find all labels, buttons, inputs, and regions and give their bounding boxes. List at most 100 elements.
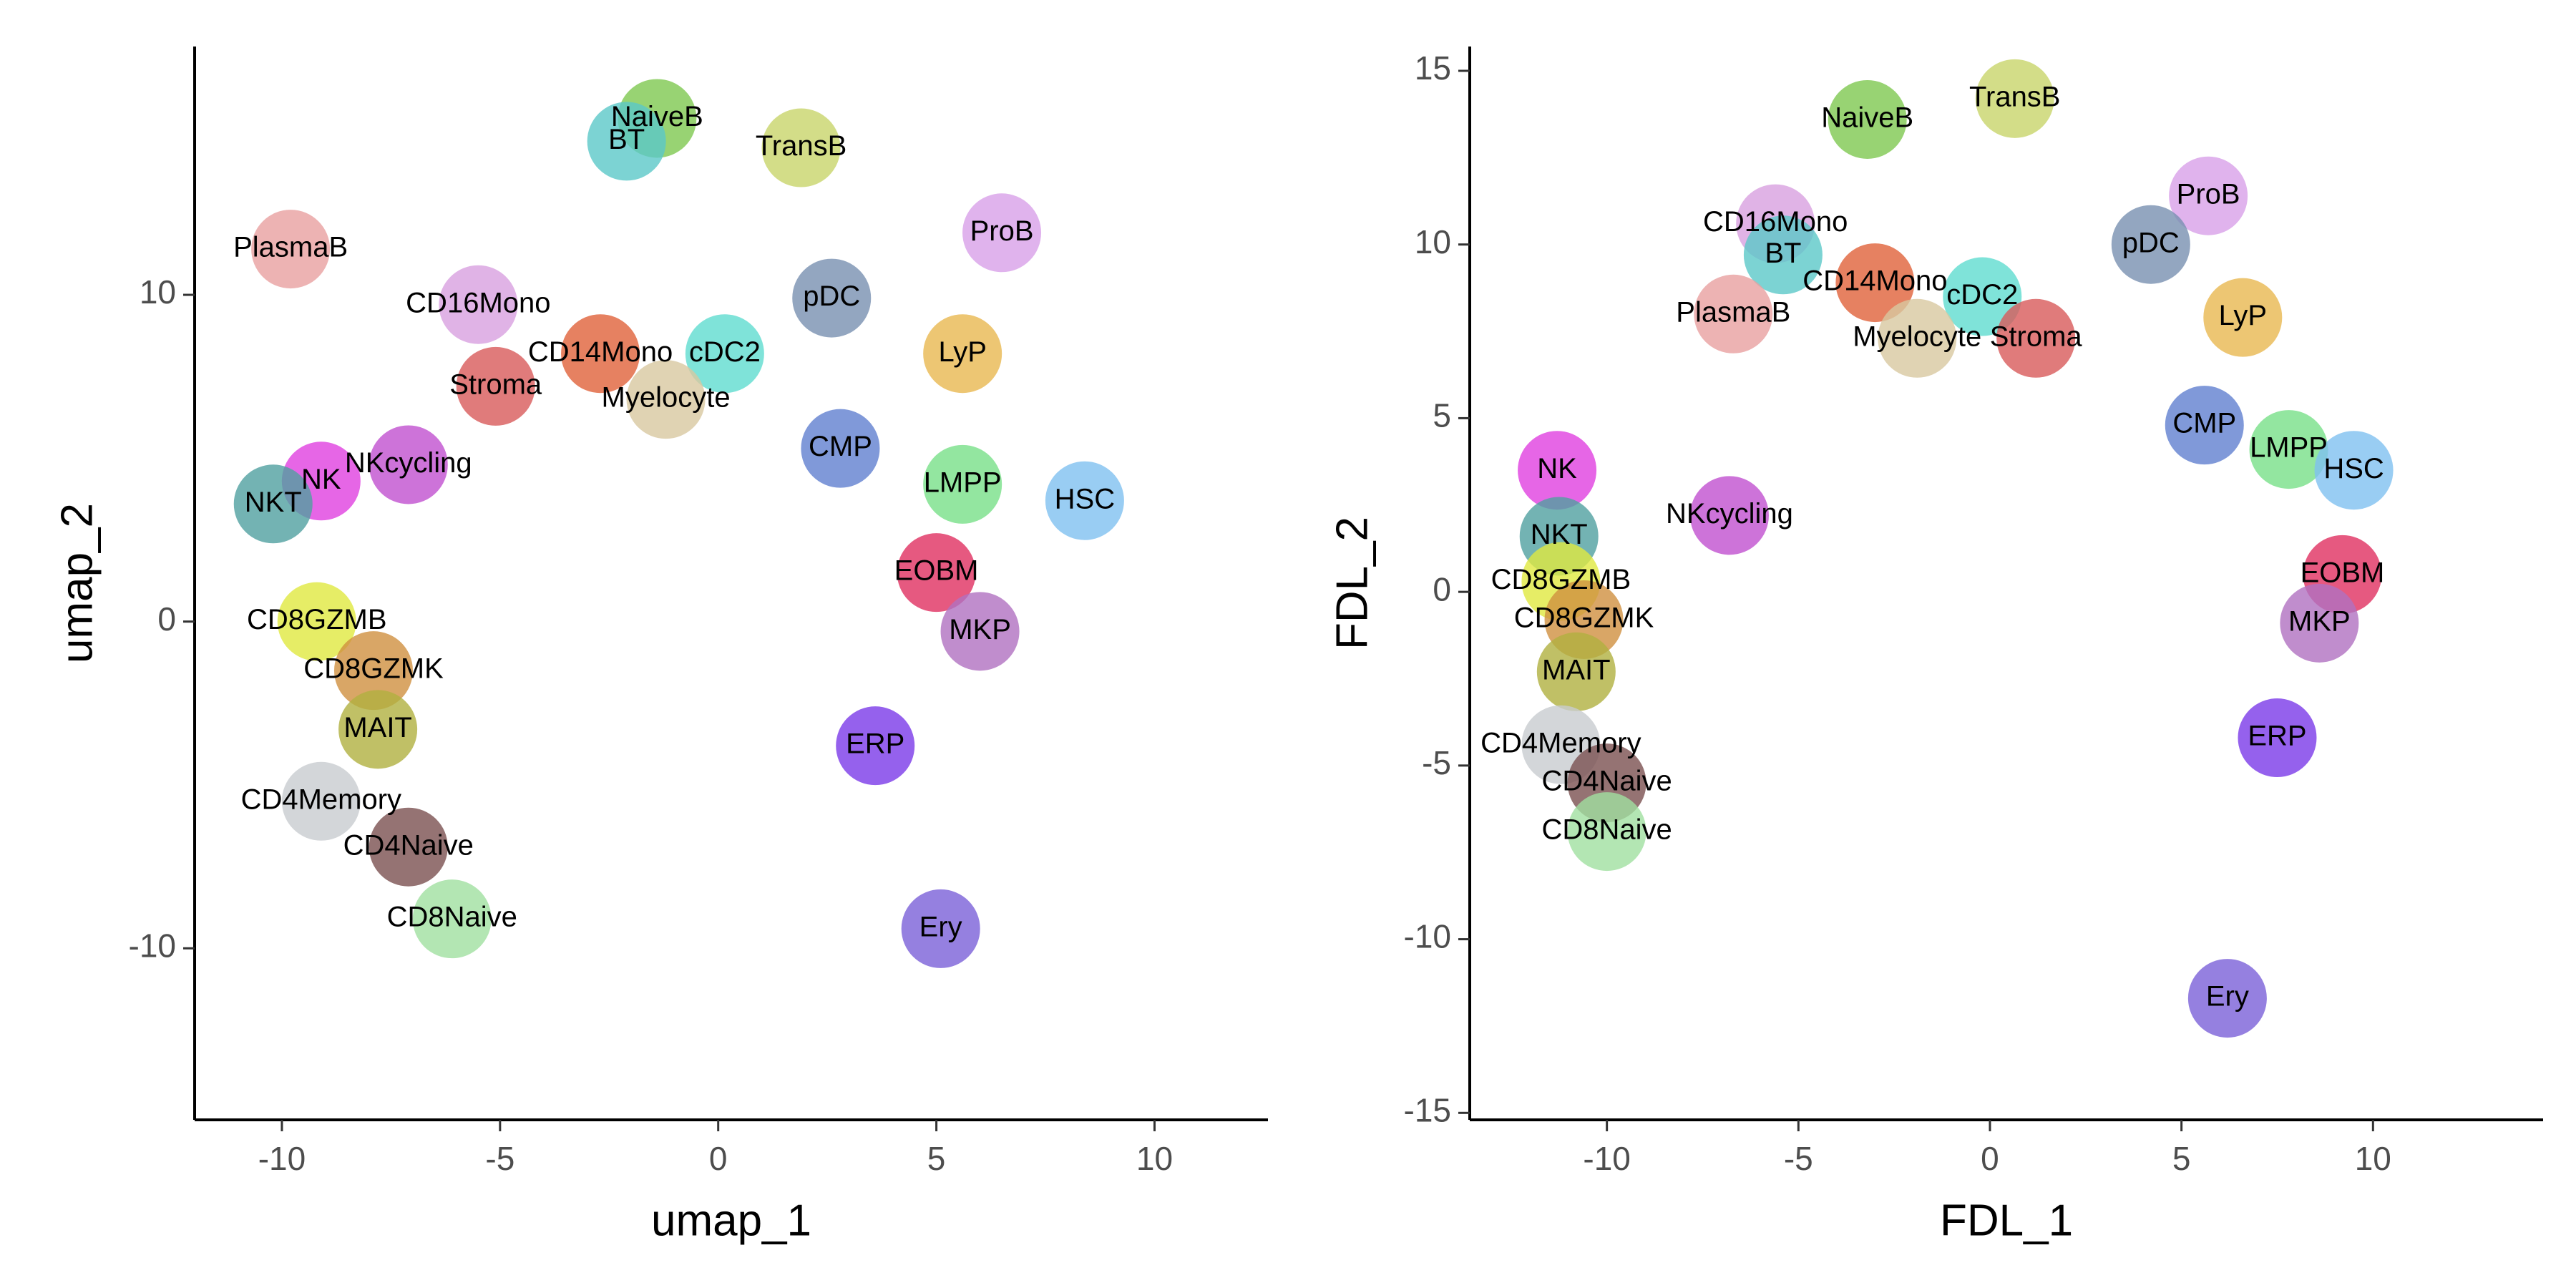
x-tick-label: -10 xyxy=(1583,1140,1630,1177)
cluster-point xyxy=(1996,298,2076,378)
cluster-point xyxy=(940,592,1020,671)
cluster-point xyxy=(1828,79,1907,159)
x-tick-label: -5 xyxy=(1784,1140,1813,1177)
cluster-label: NaiveB xyxy=(611,101,703,132)
cluster-point xyxy=(1743,215,1823,295)
cluster-label: HSC xyxy=(2323,453,2384,484)
cluster-label: CD4Memory xyxy=(241,784,401,815)
cluster-point xyxy=(2111,205,2190,284)
cluster-label: cDC2 xyxy=(689,336,761,368)
y-tick-label: 10 xyxy=(140,273,176,311)
panel: -10 -5 0 5 10 -15 -10 -5 0 5 10 15 FDL_1 FDL_2 TransB N… xyxy=(1327,47,2543,1245)
cluster-point xyxy=(1694,274,1773,353)
cluster-point xyxy=(2169,156,2248,235)
cluster-label: CD8GZMK xyxy=(1514,602,1654,634)
cluster-label: ERP xyxy=(846,728,904,760)
y-axis-title: FDL_2 xyxy=(1327,517,1377,650)
cluster-point xyxy=(836,706,915,786)
cluster-label: CD16Mono xyxy=(1703,206,1848,238)
y-tick-label: 10 xyxy=(1415,223,1451,260)
cluster-label: TransB xyxy=(756,130,847,162)
cluster-label: MKP xyxy=(949,614,1011,645)
cluster-label: CD16Mono xyxy=(406,287,550,318)
cluster-label: CD14Mono xyxy=(1802,265,1947,297)
cluster-label: CD4Naive xyxy=(1542,766,1672,797)
cluster-point xyxy=(1689,476,1769,555)
cluster-point xyxy=(561,314,640,394)
cluster-point xyxy=(962,193,1042,273)
cluster-point xyxy=(277,582,356,661)
cluster-point xyxy=(2314,431,2394,510)
cluster-label: Myelocyte xyxy=(1853,321,1981,352)
cluster-point xyxy=(1878,298,1957,378)
y-axis-title: umap_2 xyxy=(52,503,102,663)
x-tick-label: 5 xyxy=(927,1140,946,1177)
cluster-point xyxy=(338,690,418,769)
y-tick-label: -10 xyxy=(129,927,176,964)
cluster-point xyxy=(923,314,1002,394)
x-tick-label: 10 xyxy=(1136,1140,1173,1177)
y-tick-label: 5 xyxy=(1433,397,1451,434)
cluster-point xyxy=(1943,257,2022,336)
x-axis-title: FDL_1 xyxy=(1940,1196,2073,1245)
cluster-label: ProB xyxy=(970,215,1034,247)
cluster-label: CD8GZMK xyxy=(303,653,444,685)
cluster-label: NKT xyxy=(245,487,302,518)
cluster-point xyxy=(2238,698,2317,778)
cluster-point xyxy=(923,444,1002,524)
cluster-point xyxy=(801,409,880,488)
cluster-label: CD8Naive xyxy=(387,902,517,933)
cluster-point xyxy=(1835,243,1915,323)
x-tick-label: 0 xyxy=(1981,1140,1999,1177)
x-tick-label: -5 xyxy=(485,1140,514,1177)
cluster-label: NK xyxy=(1537,453,1577,484)
cluster-point xyxy=(456,346,535,426)
cluster-label: NKT xyxy=(1531,519,1588,550)
cluster-point xyxy=(1045,461,1124,540)
cluster-label: LMPP xyxy=(2250,432,2328,464)
x-axis-title: umap_1 xyxy=(651,1196,811,1245)
cluster-label: pDC xyxy=(803,280,860,312)
cluster-label: BT xyxy=(1765,238,1801,269)
cluster-label: EOBM xyxy=(894,555,979,587)
cluster-point xyxy=(587,102,666,181)
cluster-point xyxy=(369,807,448,887)
cluster-point xyxy=(412,879,492,959)
cluster-label: LyP xyxy=(2219,300,2267,331)
cluster-point xyxy=(2165,386,2244,465)
cluster-label: PlasmaB xyxy=(233,232,348,263)
cluster-point xyxy=(1567,792,1646,872)
cluster-label: MAIT xyxy=(1542,654,1611,686)
cluster-point xyxy=(685,314,764,394)
cluster-label: NK xyxy=(301,464,341,495)
cluster-label: Ery xyxy=(919,911,962,942)
cluster-label: NKcycling xyxy=(345,447,472,479)
cluster-point xyxy=(1975,59,2054,138)
y-tick-label: 15 xyxy=(1415,49,1451,87)
cluster-point xyxy=(439,265,518,344)
cluster-label: Stroma xyxy=(1990,321,2083,352)
y-tick-label: 0 xyxy=(1433,570,1451,608)
cluster-label: NaiveB xyxy=(1821,102,1913,134)
cluster-label: NKcycling xyxy=(1666,498,1793,530)
cluster-point xyxy=(901,889,980,968)
y-tick-label: -5 xyxy=(1422,744,1451,781)
cluster-point xyxy=(281,761,361,841)
cluster-label: TransB xyxy=(1969,81,2060,112)
cluster-label: Ery xyxy=(2206,981,2249,1013)
panel: -10 -5 0 5 10 -10 0 10 umap_1 umap_2 PlasmaB NaiveB… xyxy=(52,47,1268,1245)
cluster-label: pDC xyxy=(2122,227,2180,258)
cluster-label: CD8Naive xyxy=(1542,814,1672,846)
cluster-point xyxy=(2203,278,2283,357)
x-tick-label: 10 xyxy=(2355,1140,2391,1177)
x-tick-label: 5 xyxy=(2172,1140,2191,1177)
cluster-point xyxy=(233,464,313,544)
cluster-point xyxy=(334,631,413,711)
cluster-label: CMP xyxy=(2172,408,2236,439)
cluster-label: ERP xyxy=(2248,721,2306,752)
cluster-point xyxy=(761,108,841,187)
cluster-label: CD8GZMB xyxy=(1491,564,1631,595)
cluster-label: CD4Naive xyxy=(343,829,474,861)
